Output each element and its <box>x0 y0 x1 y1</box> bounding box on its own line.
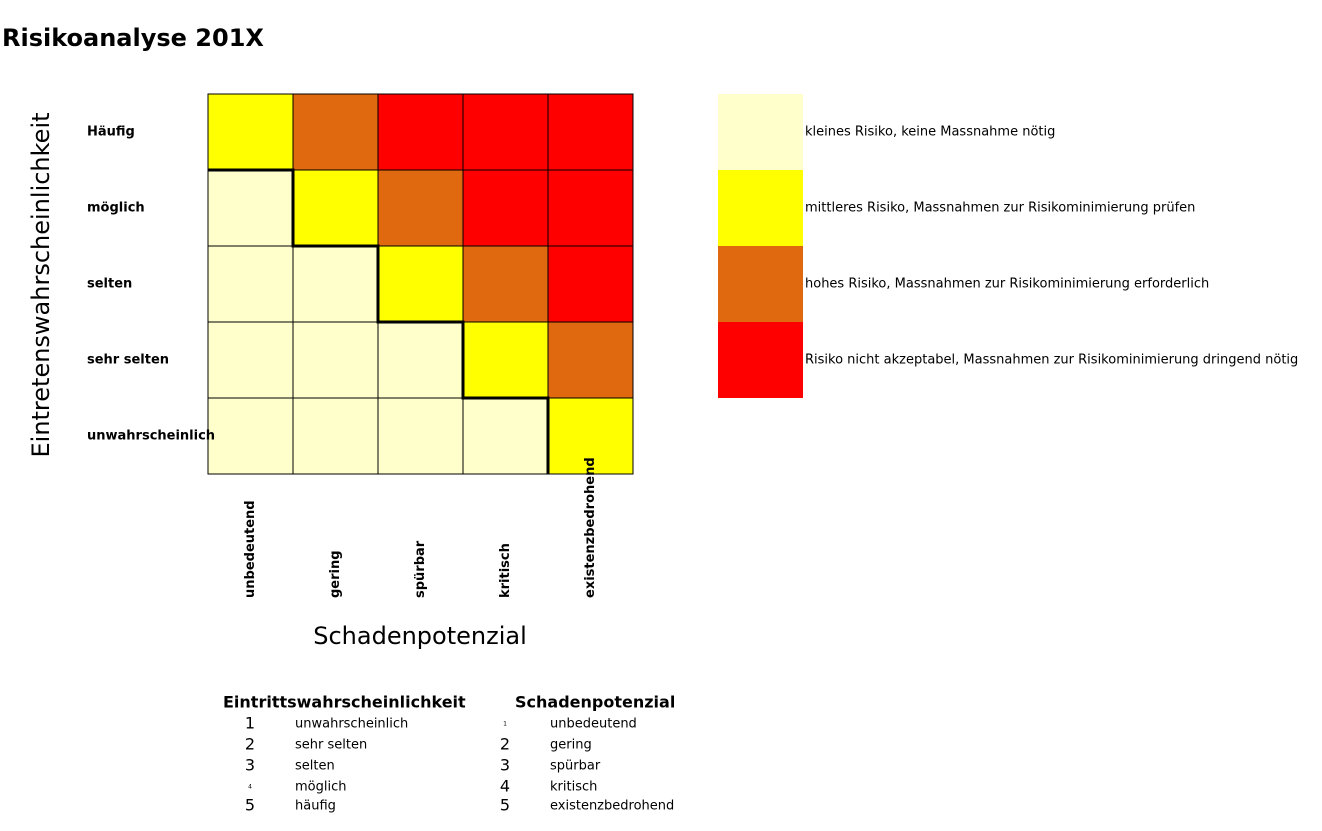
table-title: Eintrittswahrscheinlichkeit <box>223 693 466 712</box>
row-label: unwahrscheinlich <box>87 429 215 444</box>
table-label: sehr selten <box>295 738 367 753</box>
risk-cell <box>462 245 549 323</box>
row-label: selten <box>87 277 132 292</box>
legend-text: Risiko nicht akzeptabel, Massnahmen zur … <box>805 353 1298 368</box>
risk-cell <box>292 169 379 247</box>
table-label: selten <box>295 759 335 774</box>
risk-cell <box>377 245 464 323</box>
risk-cell <box>462 397 549 475</box>
column-label: gering <box>328 550 343 598</box>
row-label: Häufig <box>87 125 135 140</box>
legend-swatch <box>718 246 803 322</box>
risk-cell <box>547 321 634 399</box>
legend-swatch <box>718 170 803 246</box>
y-axis-label: Eintretenswahrscheinlichkeit <box>27 112 55 457</box>
risk-cell <box>207 397 294 475</box>
legend-swatch <box>718 322 803 398</box>
risk-cell <box>462 321 549 399</box>
risk-cell <box>207 169 294 247</box>
table-number: 5 <box>245 796 255 815</box>
risk-cell <box>292 245 379 323</box>
risk-cell <box>292 397 379 475</box>
legend-text: kleines Risiko, keine Massnahme nötig <box>805 125 1055 140</box>
table-label: kritisch <box>550 780 597 795</box>
legend-swatch <box>718 94 803 170</box>
table-number: 1 <box>503 721 507 728</box>
table-label: möglich <box>295 780 346 795</box>
table-number: 3 <box>245 756 255 775</box>
table-label: gering <box>550 738 592 753</box>
risk-cell <box>547 397 634 475</box>
table-label: häufig <box>295 799 336 814</box>
risk-cell <box>207 93 294 171</box>
risk-cell <box>292 93 379 171</box>
table-label: spürbar <box>550 759 601 774</box>
risk-cell <box>547 245 634 323</box>
risk-boundary <box>208 168 550 474</box>
risk-cell <box>377 169 464 247</box>
risk-cell <box>292 321 379 399</box>
table-label: unbedeutend <box>550 717 637 732</box>
risk-cell <box>377 321 464 399</box>
table-number: 4 <box>500 777 510 796</box>
row-label: sehr selten <box>87 353 169 368</box>
risk-cell <box>462 93 549 171</box>
row-label: möglich <box>87 201 145 216</box>
table-number: 2 <box>500 735 510 754</box>
table-number: 3 <box>500 756 510 775</box>
legend-text: mittleres Risiko, Massnahmen zur Risikom… <box>805 201 1195 216</box>
table-number: 5 <box>500 796 510 815</box>
x-axis-label: Schadenpotenzial <box>313 622 527 650</box>
risk-cell <box>377 397 464 475</box>
risk-cell <box>547 93 634 171</box>
table-number: 2 <box>245 735 255 754</box>
column-label: kritisch <box>498 543 513 598</box>
table-number: 1 <box>245 714 255 733</box>
risk-cell <box>207 245 294 323</box>
table-title: Schadenpotenzial <box>515 693 675 712</box>
risk-cell <box>462 169 549 247</box>
column-label: unbedeutend <box>243 500 258 598</box>
legend-text: hohes Risiko, Massnahmen zur Risikominim… <box>805 277 1209 292</box>
risk-cell <box>377 93 464 171</box>
column-label: spürbar <box>413 540 428 598</box>
table-label: unwahrscheinlich <box>295 717 408 732</box>
risk-cell <box>207 321 294 399</box>
matrix <box>207 93 634 475</box>
table-number: 4 <box>248 784 252 791</box>
table-label: existenzbedrohend <box>550 799 674 814</box>
risk-cell <box>547 169 634 247</box>
column-label: existenzbedrohend <box>583 457 598 598</box>
title: Risikoanalyse 201X <box>2 24 264 52</box>
